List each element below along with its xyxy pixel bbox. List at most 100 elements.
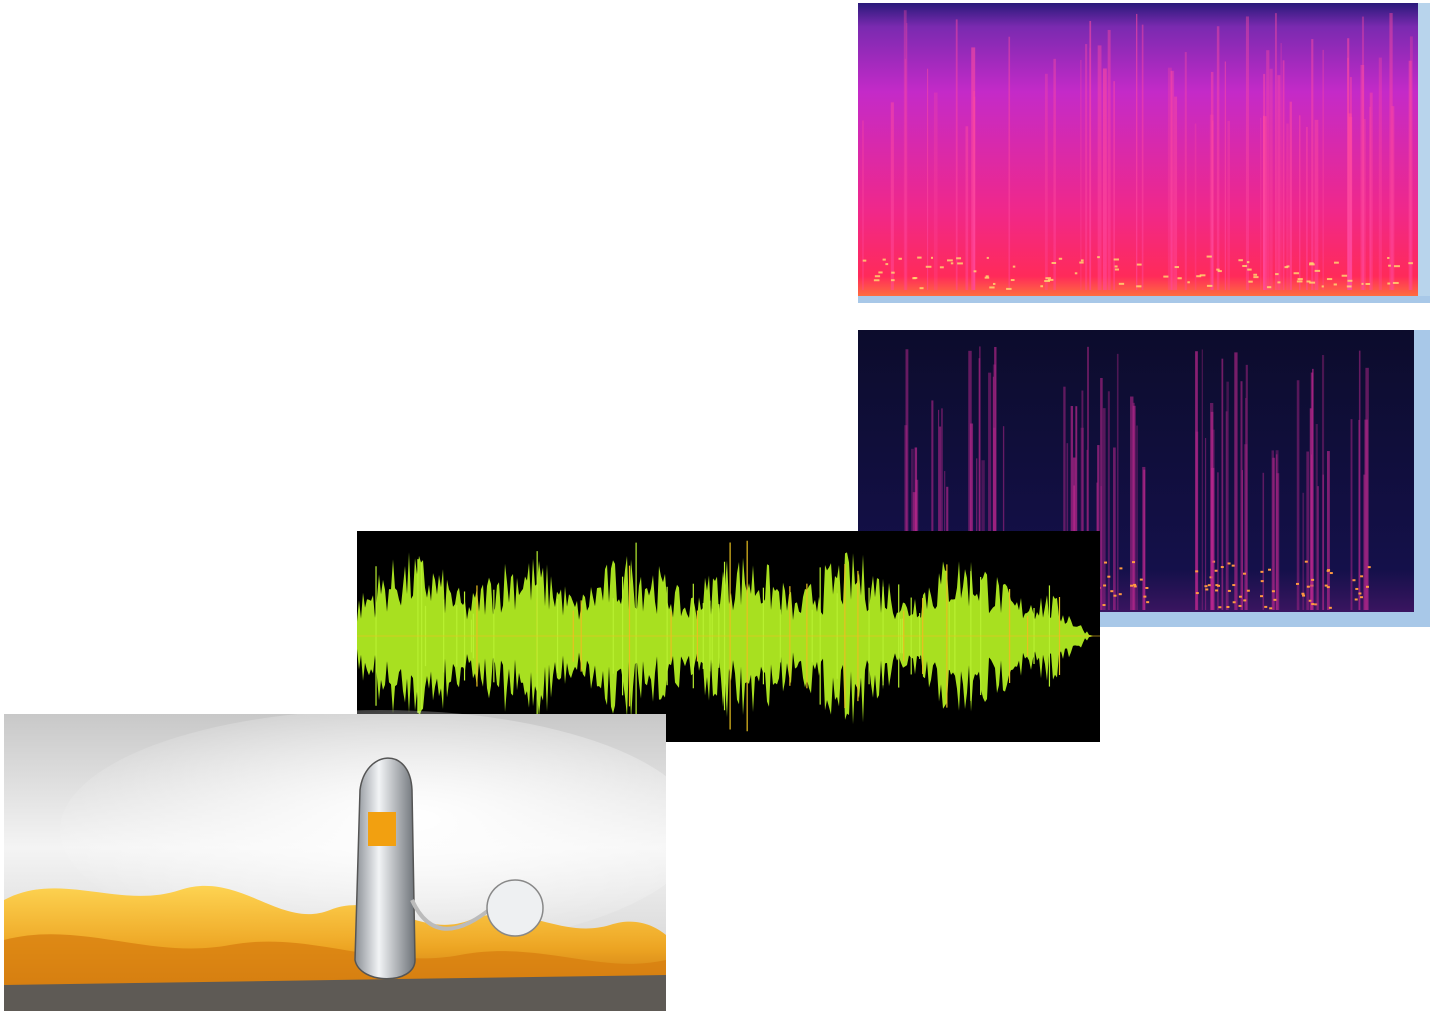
hearing-aid-body: [354, 757, 416, 980]
spectral-streak: [1136, 13, 1138, 290]
harmonic-dot: [1304, 560, 1308, 563]
harmonic-dot: [1266, 286, 1272, 289]
harmonic-dot: [1010, 279, 1015, 282]
harmonic-dot: [1118, 593, 1122, 596]
spectral-streak: [969, 423, 974, 610]
harmonic-dot: [1346, 285, 1352, 288]
spectral-streak: [1170, 70, 1175, 290]
spectral-streak: [1272, 457, 1276, 610]
harmonic-dot: [1347, 279, 1353, 282]
spectral-streak: [941, 408, 943, 610]
harmonic-dot: [882, 258, 886, 261]
harmonic-dot: [1284, 266, 1289, 269]
harmonic-dot: [1253, 273, 1258, 276]
harmonic-dot: [984, 276, 990, 279]
harmonic-dot: [1309, 262, 1314, 265]
harmonic-dot: [1311, 578, 1315, 581]
harmonic-dot: [1226, 605, 1230, 608]
harmonic-dot: [1246, 261, 1250, 264]
harmonic-dot: [1215, 584, 1219, 587]
harmonic-dot: [1286, 265, 1290, 268]
spectral-streak: [965, 126, 969, 290]
spectral-streak: [1282, 60, 1285, 291]
harmonic-dot: [1341, 274, 1348, 277]
spectral-streak: [1070, 406, 1074, 610]
spectral-streak: [1364, 419, 1368, 610]
harmonic-dot: [1097, 256, 1100, 259]
harmonic-dot: [1408, 262, 1413, 265]
spectral-streak: [1322, 49, 1324, 290]
harmonic-dot: [1393, 265, 1400, 268]
spectral-streak: [1269, 68, 1273, 290]
harmonic-dot: [1302, 594, 1306, 597]
spectral-streak: [1102, 68, 1107, 290]
spectral-streak: [1347, 57, 1349, 290]
harmonic-dot: [1324, 584, 1328, 587]
spectral-streak: [1044, 73, 1048, 291]
harmonic-dot: [1044, 280, 1051, 283]
harmonic-dot: [1227, 562, 1231, 565]
harmonic-dot: [1293, 272, 1300, 275]
spectral-streak: [1143, 469, 1146, 610]
spectral-streak: [914, 447, 918, 610]
spectral-streak: [1378, 57, 1382, 290]
spectral-streak: [1315, 424, 1318, 610]
harmonic-dot: [1238, 595, 1242, 598]
harmonic-dot: [1238, 259, 1243, 262]
harmonic-dot: [956, 257, 962, 260]
harmonic-dot: [1243, 599, 1247, 602]
harmonic-dot: [1079, 261, 1084, 264]
harmonic-dot: [1133, 583, 1137, 586]
frequency-scale: [1418, 3, 1430, 300]
harmonic-dot: [1306, 585, 1310, 588]
harmonic-dot: [1187, 281, 1190, 284]
harmonic-dot: [1174, 266, 1179, 269]
spectral-streak: [1296, 380, 1300, 610]
spectral-streak: [1100, 377, 1103, 610]
harmonic-dot: [1227, 589, 1231, 592]
harmonic-dot: [1051, 262, 1057, 265]
harmonic-dot: [1392, 281, 1399, 284]
spectral-streak: [1226, 381, 1229, 610]
spectral-streak: [931, 400, 934, 610]
harmonic-dot: [1301, 592, 1305, 595]
spectral-streak: [1174, 96, 1178, 291]
harmonic-dot: [1311, 603, 1315, 606]
harmonic-dot: [1163, 275, 1169, 278]
spectral-streak: [1275, 450, 1279, 610]
harmonic-dot: [1195, 592, 1199, 595]
harmonic-dot: [1040, 285, 1044, 288]
harmonic-dot: [1309, 281, 1316, 284]
spectral-streak: [1066, 443, 1069, 610]
spectral-streak: [1369, 92, 1373, 290]
spectral-streak: [1317, 486, 1319, 610]
harmonic-dot: [1074, 272, 1078, 275]
spectral-streak: [1245, 364, 1248, 610]
spectral-streak: [1130, 396, 1134, 610]
spectral-streak: [1002, 426, 1005, 610]
harmonic-dot: [939, 266, 944, 269]
harmonic-dot: [1355, 587, 1359, 590]
harmonic-dot: [1195, 570, 1199, 573]
harmonic-dot: [1205, 588, 1209, 591]
harmonic-dot: [1327, 569, 1331, 572]
spectral-streak: [978, 358, 981, 610]
spectral-streak: [1053, 58, 1056, 290]
spectral-streak: [1221, 358, 1224, 610]
harmonic-dot: [985, 275, 989, 278]
spectral-streak: [1107, 29, 1111, 291]
time-scale: [858, 296, 1430, 303]
harmonic-dot: [1113, 594, 1117, 597]
wire: [410, 899, 497, 931]
spectral-streak: [1363, 474, 1366, 610]
spectral-streak: [1086, 449, 1088, 610]
harmonic-dot: [912, 277, 916, 280]
spectral-streak: [994, 346, 997, 610]
harmonic-dot: [1104, 561, 1108, 564]
harmonic-dot: [1387, 282, 1391, 285]
harmonic-dot: [1260, 580, 1264, 583]
harmonic-dot: [1047, 278, 1054, 281]
spectral-streak: [1211, 429, 1215, 610]
spectral-streak: [1358, 419, 1361, 610]
harmonic-dot: [1215, 589, 1219, 592]
